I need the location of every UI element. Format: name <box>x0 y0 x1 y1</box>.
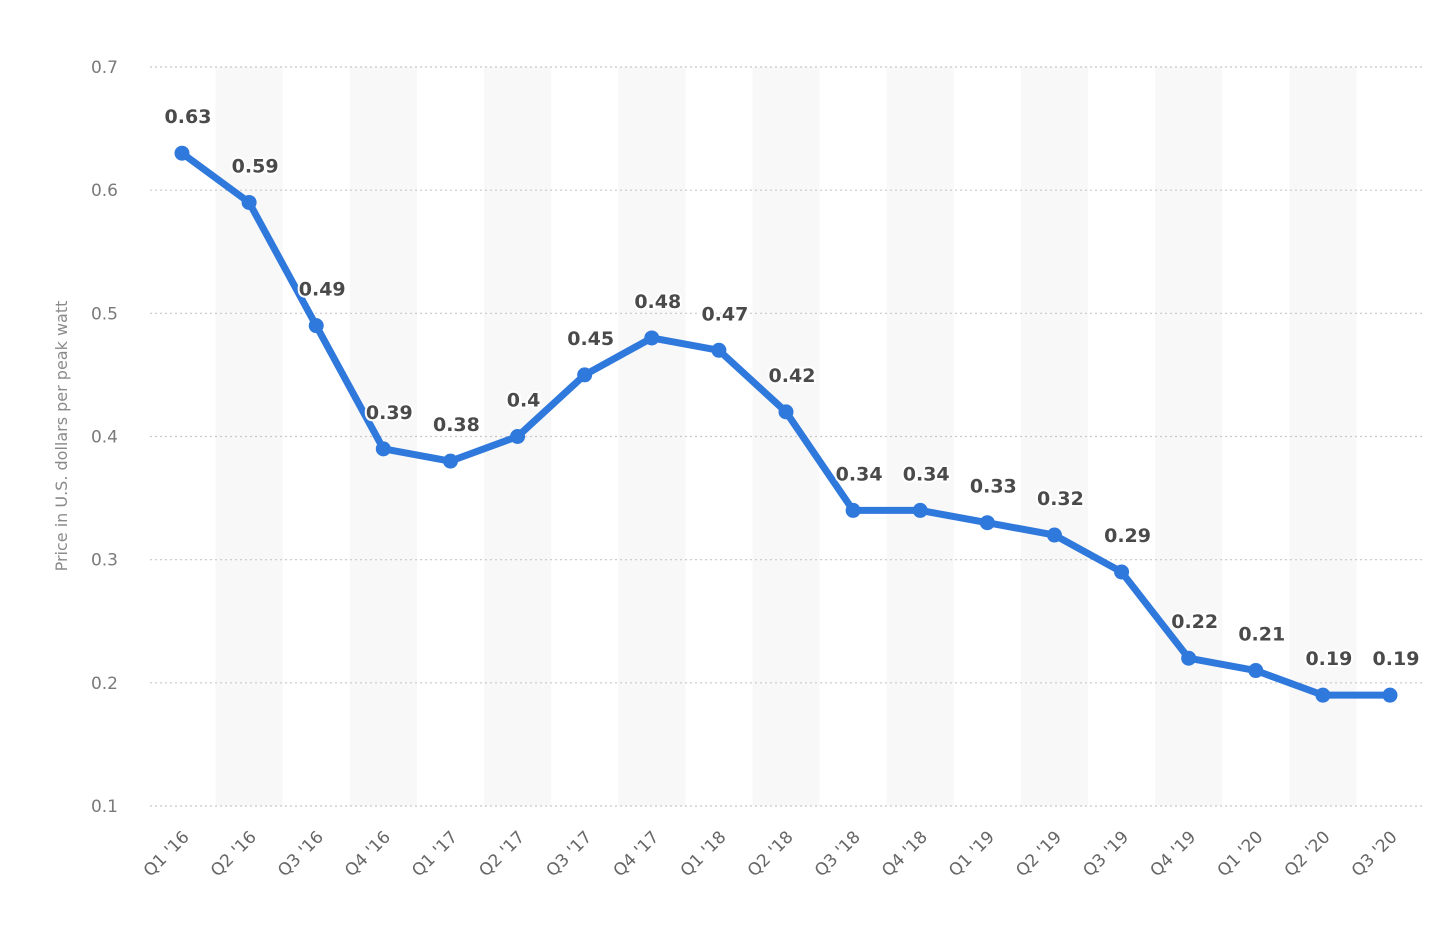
data-point[interactable] <box>577 367 593 383</box>
y-tick-label: 0.1 <box>91 797 118 817</box>
data-label: 0.49 <box>299 279 346 301</box>
data-point[interactable] <box>510 429 526 444</box>
x-tick-label: Q3 '19 <box>1079 827 1133 881</box>
data-label: 0.29 <box>1104 525 1151 547</box>
data-label: 0.19 <box>1373 648 1420 670</box>
y-tick-label: 0.7 <box>91 58 118 78</box>
data-point[interactable] <box>1315 687 1331 703</box>
data-point[interactable] <box>1181 650 1197 666</box>
y-tick-label: 0.5 <box>91 304 118 324</box>
y-tick-label: 0.3 <box>91 551 118 571</box>
data-label: 0.47 <box>701 303 748 325</box>
data-label: 0.48 <box>634 291 681 313</box>
data-point[interactable] <box>1248 663 1264 679</box>
x-tick-label: Q2 '18 <box>744 827 798 881</box>
data-point[interactable] <box>711 342 727 358</box>
y-tick-label: 0.4 <box>91 428 118 448</box>
x-tick-label: Q2 '19 <box>1012 827 1066 881</box>
data-point[interactable] <box>912 502 928 518</box>
y-tick-label: 0.2 <box>91 674 118 694</box>
data-point[interactable] <box>442 453 458 469</box>
data-point[interactable] <box>375 441 391 457</box>
data-labels: 0.63 0.59 0.49 0.39 0.38 0.4 0.45 0.48 0.47 0.42 0… <box>163 104 1422 672</box>
x-tick-label: Q4 '16 <box>341 827 395 881</box>
data-label: 0.19 <box>1305 648 1352 670</box>
data-label: 0.21 <box>1238 624 1285 646</box>
data-point[interactable] <box>1046 527 1062 543</box>
x-tick-label: Q4 '17 <box>610 827 664 881</box>
x-tick-label: Q2 '20 <box>1281 827 1335 881</box>
x-tick-label: Q3 '17 <box>543 827 597 881</box>
data-label: 0.34 <box>903 463 950 485</box>
data-point[interactable] <box>778 404 794 420</box>
data-label: 0.59 <box>232 155 279 177</box>
y-gridlines <box>150 66 1424 807</box>
data-point[interactable] <box>174 145 190 161</box>
data-label: 0.4 <box>507 390 541 412</box>
x-tick-label: Q4 '18 <box>878 827 932 881</box>
x-tick-label: Q1 '17 <box>408 827 462 881</box>
x-tick-label: Q1 '20 <box>1214 827 1268 881</box>
data-point[interactable] <box>979 515 995 531</box>
data-point[interactable] <box>845 502 861 518</box>
y-tick-label: 0.6 <box>91 181 118 201</box>
data-label: 0.32 <box>1037 488 1084 510</box>
data-point[interactable] <box>308 318 324 334</box>
data-point[interactable] <box>241 194 257 210</box>
y-axis-label: Price in U.S. dollars per peak watt <box>52 301 71 572</box>
x-tick-label: Q2 '17 <box>475 827 529 881</box>
x-tick-label: Q1 '19 <box>945 827 999 881</box>
data-label: 0.42 <box>769 365 816 387</box>
data-label: 0.34 <box>836 463 883 485</box>
x-tick-label: Q3 '20 <box>1348 827 1402 881</box>
x-tick-label: Q3 '16 <box>274 827 328 881</box>
data-label: 0.39 <box>366 402 413 424</box>
data-label: 0.33 <box>970 476 1017 498</box>
data-point[interactable] <box>1382 687 1398 703</box>
price-data-points <box>174 145 1398 703</box>
data-label: 0.38 <box>433 414 480 436</box>
data-label: 0.45 <box>567 328 614 350</box>
data-label: 0.63 <box>165 106 212 128</box>
data-point[interactable] <box>644 330 660 346</box>
data-point[interactable] <box>1114 564 1130 580</box>
x-tick-label: Q1 '16 <box>140 827 194 881</box>
x-tick-label: Q1 '18 <box>677 827 731 881</box>
x-tick-label: Q2 '16 <box>207 827 261 881</box>
data-label: 0.22 <box>1171 611 1218 633</box>
y-axis-ticks: 0.1 0.2 0.3 0.4 0.5 0.6 0.7 <box>91 58 118 817</box>
x-axis-ticks: Q1 '16 Q2 '16 Q3 '16 Q4 '16 Q1 '17 Q2 '17 Q3 '… <box>140 827 1402 881</box>
x-tick-label: Q3 '18 <box>811 827 865 881</box>
x-tick-label: Q4 '19 <box>1147 827 1201 881</box>
